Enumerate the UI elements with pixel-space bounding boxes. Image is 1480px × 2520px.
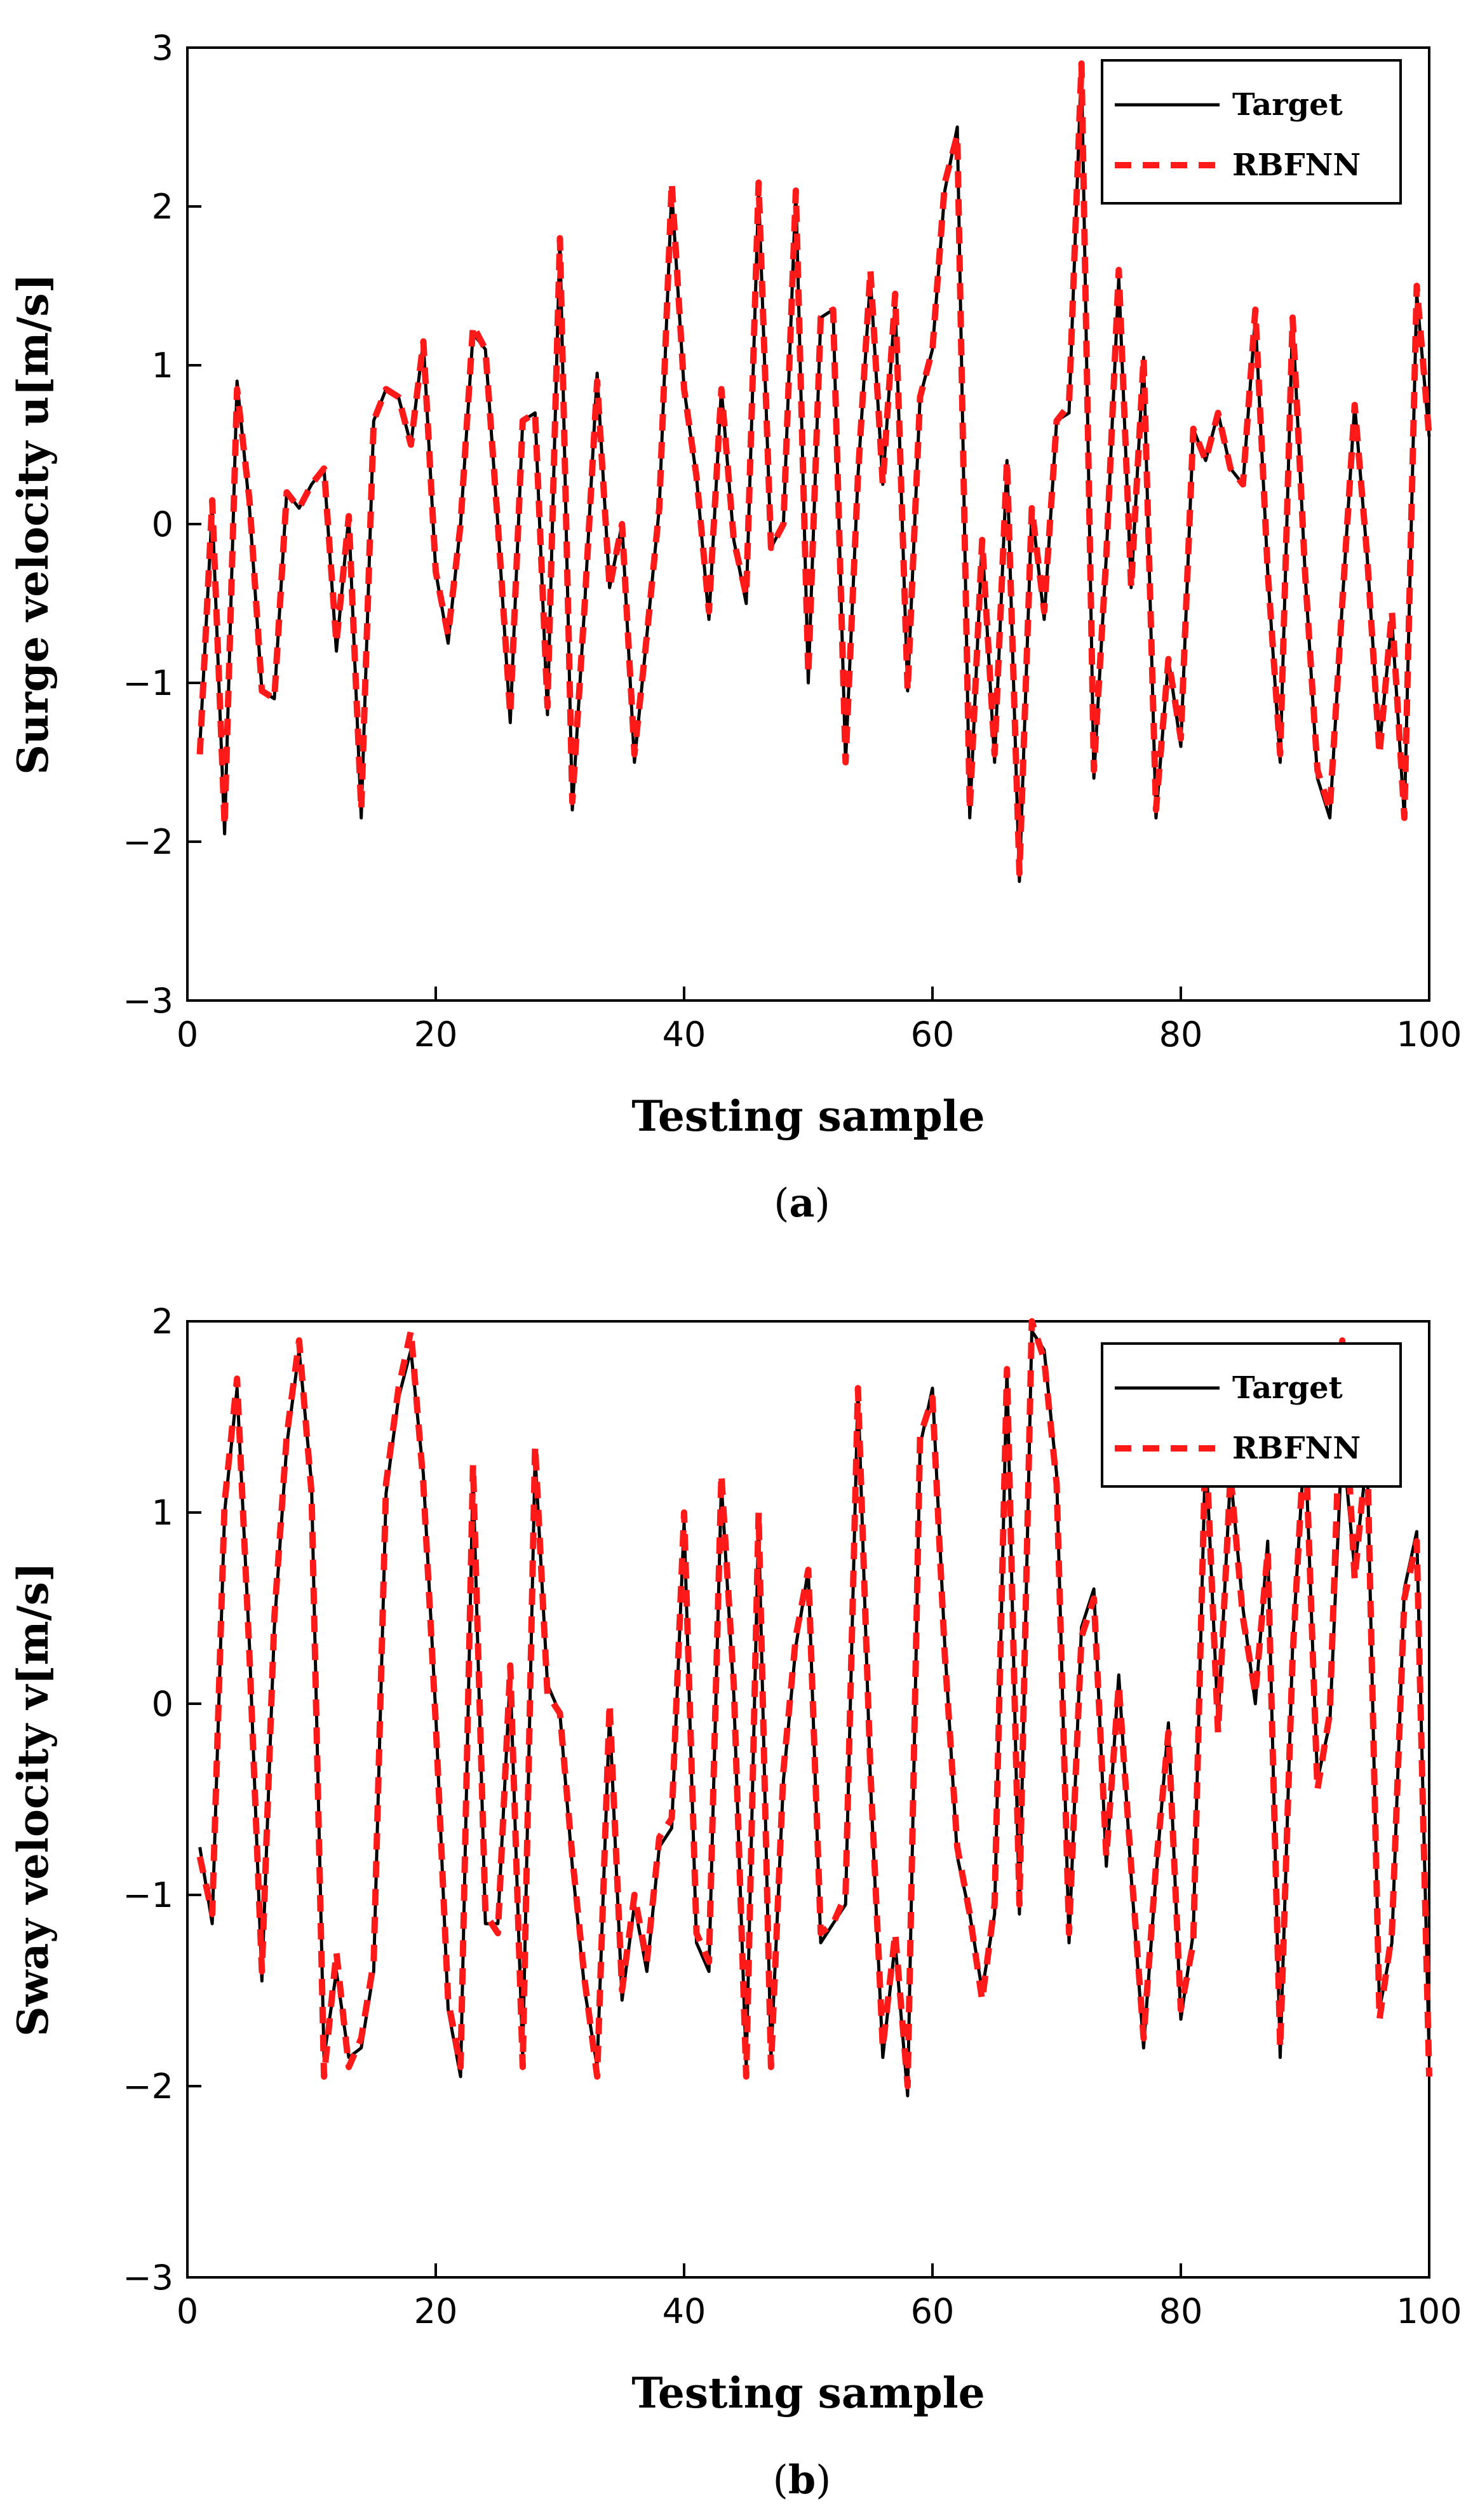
y-tick-label-b-5: −3 <box>123 2258 173 2298</box>
x-tick-label-b-3: 60 <box>911 2291 955 2331</box>
caption-a-letter: a <box>789 1180 814 1226</box>
y-tick-label-b-4: −2 <box>123 2066 173 2106</box>
legend-rbfnn-label-a: RBFNN <box>1232 147 1361 183</box>
x-tick-label-b-0: 0 <box>177 2291 198 2331</box>
y-tick-label-a-4: −1 <box>123 663 173 703</box>
chart-panel-b: 0 20 40 60 80 100 2 1 0 −1 −2 −3 Testing sample Swa… <box>8 1302 1462 2503</box>
x-axis-title-b: Testing sample <box>631 2368 985 2418</box>
plot-area-b <box>186 1320 1430 2279</box>
y-tick-label-a-2: 1 <box>152 346 173 386</box>
y-tick-label-a-5: −2 <box>123 822 173 862</box>
x-tick-label-a-2: 40 <box>663 1014 706 1054</box>
x-tick-label-a-5: 100 <box>1396 1014 1462 1054</box>
y-tick-label-a-6: −3 <box>123 981 173 1021</box>
y-tick-label-b-3: −1 <box>123 1875 173 1915</box>
legend-a: Target RBFNN <box>1101 59 1402 205</box>
series-rbfnn-b-line <box>196 1318 1432 2089</box>
legend-rbfnn-label-b: RBFNN <box>1232 1431 1361 1466</box>
x-tick-label-b-5: 100 <box>1396 2291 1462 2331</box>
x-tick-label-b-1: 20 <box>414 2291 458 2331</box>
legend-target-label-a: Target <box>1232 87 1343 123</box>
y-axis-title-b: Sway velocity v[m/s] <box>8 1562 58 2037</box>
legend-box-b <box>1101 1342 1402 1488</box>
x-tick-label-b-4: 80 <box>1159 2291 1203 2331</box>
chart-panel-a: 0 20 40 60 80 100 3 2 1 0 −1 −2 −3 Testing sample Su… <box>8 28 1462 1226</box>
legend-box-a <box>1101 59 1402 205</box>
legend-target-label-b: Target <box>1232 1370 1343 1406</box>
y-tick-label-a-0: 3 <box>152 28 173 68</box>
series-rbfnn-a-line <box>196 60 1432 877</box>
y-tick-label-b-0: 2 <box>152 1302 173 1342</box>
x-tick-label-a-1: 20 <box>414 1014 458 1054</box>
legend-b: Target RBFNN <box>1101 1342 1402 1488</box>
y-axis-title-a: Surge velocity u[m/s] <box>8 273 58 775</box>
x-tick-label-b-2: 40 <box>663 2291 706 2331</box>
x-tick-label-a-3: 60 <box>911 1014 955 1054</box>
caption-a: (a) <box>774 1180 830 1226</box>
x-tick-label-a-4: 80 <box>1159 1014 1203 1054</box>
x-axis-title-a: Testing sample <box>631 1091 985 1141</box>
y-tick-label-a-3: 0 <box>152 504 173 544</box>
caption-b: (b) <box>773 2456 831 2503</box>
y-tick-label-b-1: 1 <box>152 1493 173 1533</box>
y-tick-label-a-1: 2 <box>152 187 173 227</box>
x-tick-label-a-0: 0 <box>177 1014 198 1054</box>
y-tick-label-b-2: 0 <box>152 1684 173 1724</box>
caption-b-letter: b <box>788 2456 816 2503</box>
